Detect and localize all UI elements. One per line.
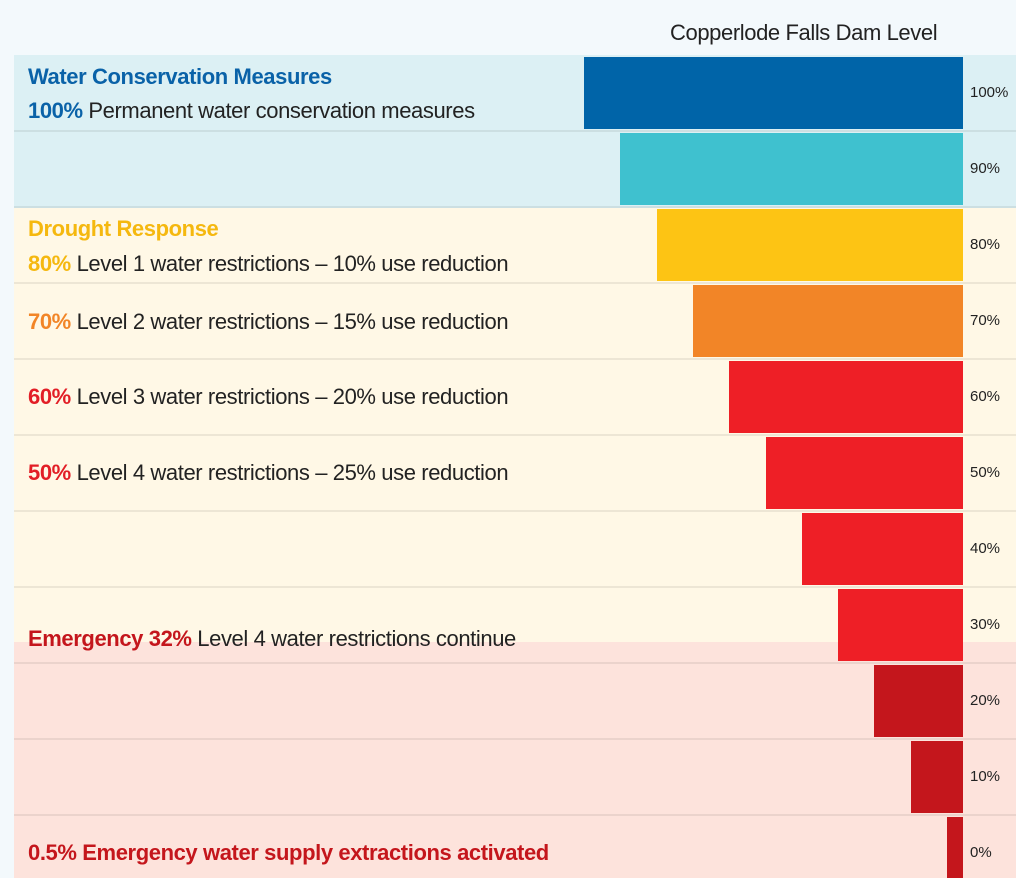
bar bbox=[584, 57, 963, 129]
bar bbox=[620, 133, 963, 205]
bar bbox=[692, 285, 963, 357]
heading: 0.5% Emergency water supply extractions … bbox=[28, 840, 549, 865]
level-label: 80% bbox=[970, 236, 1001, 253]
bar bbox=[874, 665, 963, 737]
row-divider bbox=[14, 130, 1016, 132]
heading: Water Conservation Measures bbox=[28, 64, 332, 89]
bar bbox=[838, 589, 963, 661]
level-label: 0% bbox=[970, 844, 992, 861]
line: 80% Level 1 water restrictions – 10% use… bbox=[28, 251, 509, 277]
row-divider bbox=[14, 358, 1016, 360]
level-label: 40% bbox=[970, 540, 1001, 557]
prefix: 70% bbox=[28, 309, 71, 334]
row-divider bbox=[14, 510, 1016, 512]
row-divider bbox=[14, 282, 1016, 284]
bar bbox=[729, 361, 963, 433]
level-label: 90% bbox=[970, 160, 1001, 177]
level-label: 20% bbox=[970, 692, 1001, 709]
bar bbox=[656, 209, 963, 281]
heading: Emergency 32% bbox=[28, 626, 192, 651]
level-label: 70% bbox=[970, 312, 1001, 329]
bar bbox=[947, 817, 963, 878]
level-label: 10% bbox=[970, 768, 1001, 785]
line: 70% Level 2 water restrictions – 15% use… bbox=[28, 309, 509, 335]
pink-zone bbox=[14, 642, 1016, 878]
bar bbox=[765, 437, 963, 509]
row-divider bbox=[14, 738, 1016, 740]
title: Copperlode Falls Dam Level bbox=[670, 20, 938, 45]
text: Level 2 water restrictions – 15% use red… bbox=[76, 309, 509, 334]
line: 60% Level 3 water restrictions – 20% use… bbox=[28, 384, 509, 410]
row-divider bbox=[14, 586, 1016, 588]
line: 50% Level 4 water restrictions – 25% use… bbox=[28, 460, 509, 486]
text: Permanent water conservation measures bbox=[88, 98, 475, 123]
prefix: 100% bbox=[28, 98, 83, 123]
level-label: 30% bbox=[970, 616, 1001, 633]
prefix: 60% bbox=[28, 384, 71, 409]
row-divider bbox=[14, 434, 1016, 436]
level-label: 50% bbox=[970, 464, 1001, 481]
heading: Drought Response bbox=[28, 216, 219, 241]
prefix: 50% bbox=[28, 460, 71, 485]
prefix: 80% bbox=[28, 251, 71, 276]
line: Emergency 32% Level 4 water restrictions… bbox=[28, 626, 516, 652]
row-divider bbox=[14, 206, 1016, 208]
bar bbox=[910, 741, 963, 813]
text: Level 3 water restrictions – 20% use red… bbox=[76, 384, 509, 409]
text: Level 4 water restrictions continue bbox=[197, 626, 516, 651]
level-label: 60% bbox=[970, 388, 1001, 405]
row-divider bbox=[14, 814, 1016, 816]
bar bbox=[801, 513, 963, 585]
row-divider bbox=[14, 662, 1016, 664]
text: Level 1 water restrictions – 10% use red… bbox=[76, 251, 509, 276]
line: 100% Permanent water conservation measur… bbox=[28, 98, 475, 124]
text: Level 4 water restrictions – 25% use red… bbox=[76, 460, 509, 485]
level-label: 100% bbox=[970, 84, 1009, 101]
